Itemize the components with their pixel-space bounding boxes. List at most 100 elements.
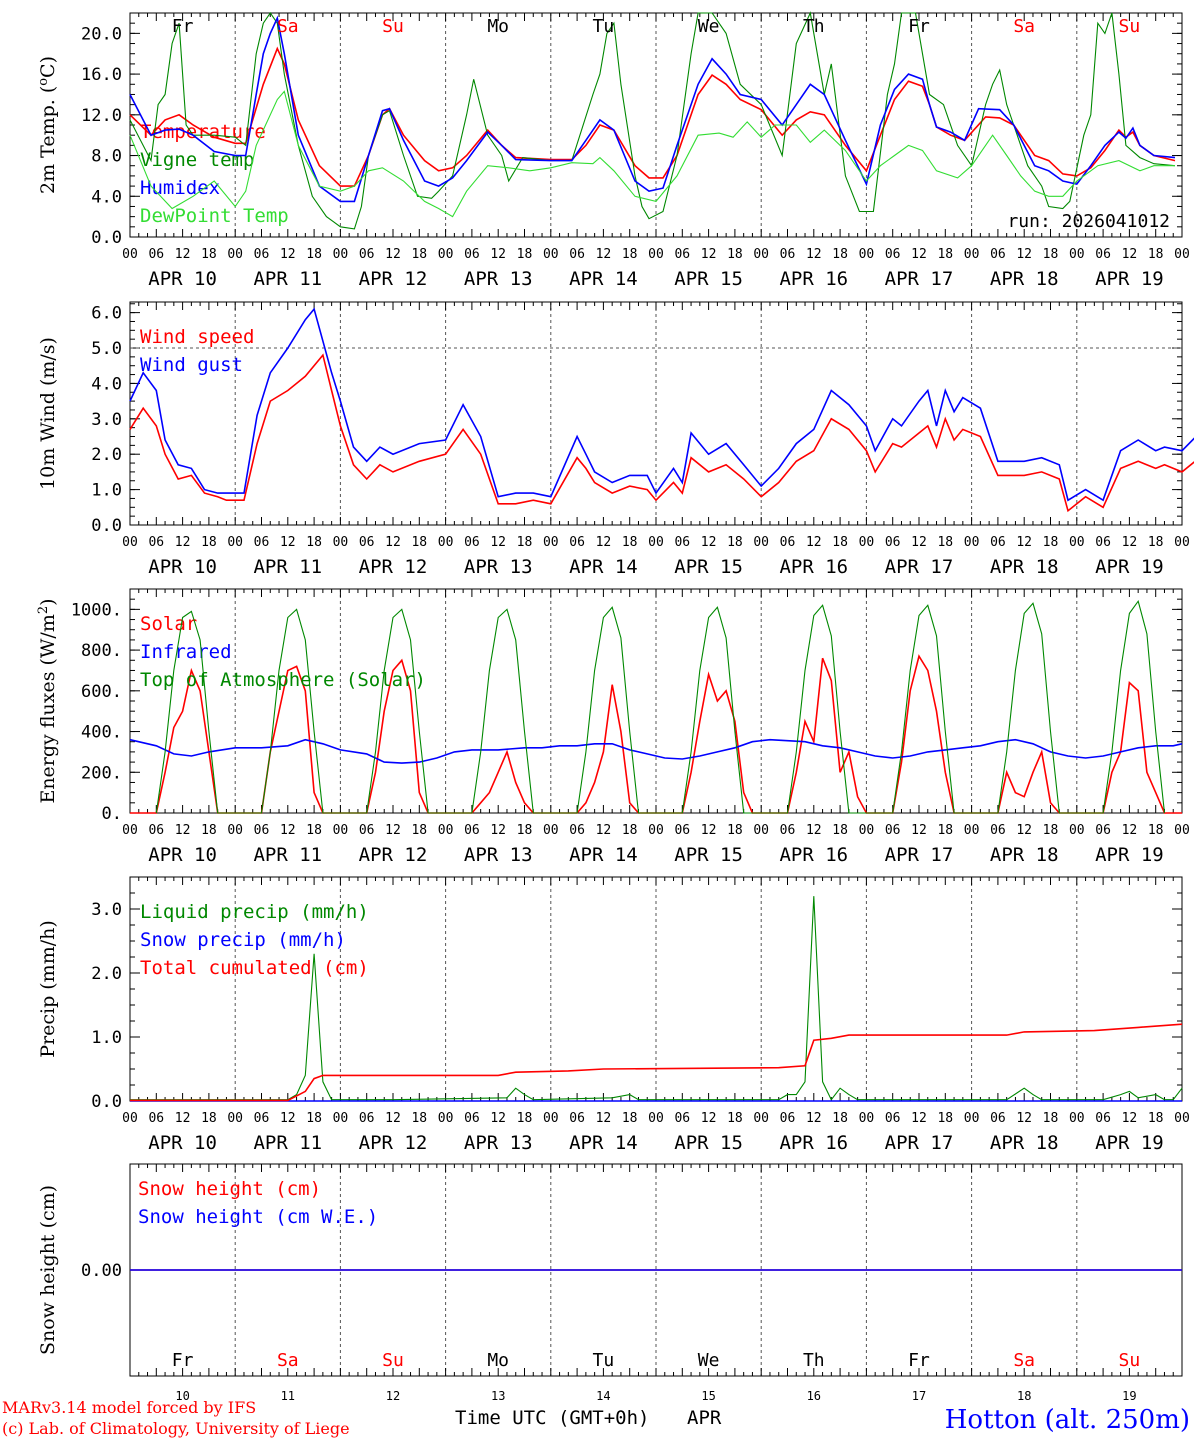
x-hour-label: 06 [780, 1111, 796, 1126]
x-hour-label: 06 [1095, 247, 1111, 262]
x-hour-label: 12 [385, 1111, 401, 1126]
weekday-label-top: Su [382, 16, 404, 37]
location-label: Hotton (alt. 250m) [945, 1405, 1190, 1435]
x-hour-label: 06 [990, 535, 1006, 550]
legend-snow-height-cm-w-e-: Snow height (cm W.E.) [138, 1206, 378, 1228]
x-hour-label: 18 [1043, 247, 1059, 262]
x-hour-label: 12 [1122, 535, 1138, 550]
x-hour-label: 12 [1122, 823, 1138, 838]
day-number-label: 12 [386, 1389, 400, 1403]
x-hour-label: 12 [280, 535, 296, 550]
x-hour-label: 00 [122, 247, 138, 262]
x-hour-label: 18 [1043, 823, 1059, 838]
x-hour-label: 12 [806, 1111, 822, 1126]
y-tick-label: 0.00 [81, 1261, 122, 1281]
series-line-liquid-precip-mm-h- [130, 896, 1183, 1101]
x-hour-label: 00 [333, 535, 349, 550]
x-hour-label: 18 [1043, 535, 1059, 550]
x-hour-label: 12 [1016, 535, 1032, 550]
day-number-label: 15 [701, 1389, 715, 1403]
y-tick-label: 3.0 [91, 900, 122, 920]
x-date-label: APR 14 [569, 844, 638, 866]
legend-infrared: Infrared [140, 641, 232, 663]
x-hour-label: 00 [333, 823, 349, 838]
day-number-label: 13 [491, 1389, 505, 1403]
weekday-label-top: We [698, 16, 720, 37]
x-hour-label: 00 [1069, 823, 1085, 838]
x-date-label: APR 16 [779, 1132, 848, 1154]
series-line-top-of-atmosphere-solar- [155, 599, 1166, 814]
x-hour-label: 18 [517, 535, 533, 550]
series-line-vigne-temp [129, 11, 1176, 230]
day-number-label: 17 [912, 1389, 926, 1403]
x-hour-label: 12 [806, 823, 822, 838]
x-hour-label: 12 [596, 823, 612, 838]
x-hour-label: 12 [806, 247, 822, 262]
y-tick-label: 200. [81, 763, 122, 783]
x-hour-label: 00 [1174, 535, 1190, 550]
x-hour-label: 06 [254, 247, 270, 262]
x-hour-label: 18 [1148, 535, 1164, 550]
x-hour-label: 00 [648, 535, 664, 550]
x-date-label: APR 18 [990, 844, 1059, 866]
x-date-label: APR 18 [990, 1132, 1059, 1154]
x-hour-label: 18 [411, 535, 427, 550]
day-number-label: 18 [1017, 1389, 1031, 1403]
plot-frame-energy [129, 588, 1183, 814]
legend-vigne-temp: Vigne temp [140, 149, 254, 171]
x-hour-label: 18 [937, 535, 953, 550]
day-number-label: 14 [596, 1389, 610, 1403]
x-hour-label: 00 [438, 823, 454, 838]
x-date-label: APR 14 [569, 1132, 638, 1154]
weekday-label-bottom: Fr [908, 1350, 930, 1371]
y-tick-label: 0. [102, 804, 122, 824]
x-hour-label: 00 [543, 247, 559, 262]
x-hour-label: 18 [937, 823, 953, 838]
x-date-label: APR 11 [253, 556, 322, 578]
x-date-label: APR 11 [253, 844, 322, 866]
x-hour-label: 00 [753, 823, 769, 838]
legend-liquid-precip-mm-h-: Liquid precip (mm/h) [140, 901, 369, 923]
x-date-label: APR 18 [990, 268, 1059, 290]
y-tick-label: 600. [81, 682, 122, 702]
x-hour-label: 00 [543, 535, 559, 550]
series-line-infrared [129, 738, 1183, 764]
x-hour-label: 06 [1095, 535, 1111, 550]
y-tick-label: 2.0 [91, 445, 122, 465]
x-hour-label: 06 [148, 1111, 164, 1126]
x-hour-label: 18 [832, 247, 848, 262]
legend-solar: Solar [140, 613, 197, 635]
y-tick-label: 12.0 [81, 106, 122, 126]
x-hour-label: 18 [517, 823, 533, 838]
x-date-label: APR 19 [1095, 268, 1164, 290]
x-date-label: APR 12 [359, 556, 428, 578]
x-hour-label: 06 [359, 535, 375, 550]
x-hour-label: 12 [911, 823, 927, 838]
x-date-label: APR 19 [1095, 844, 1164, 866]
y-axis-title-temp: 2m Temp. (oC) [36, 56, 59, 194]
x-hour-label: 06 [569, 823, 585, 838]
x-hour-label: 12 [911, 1111, 927, 1126]
weekday-label-top: Sa [1013, 16, 1035, 37]
y-tick-label: 0.0 [91, 516, 122, 536]
weekday-label-top: Sa [277, 16, 299, 37]
x-hour-label: 18 [201, 823, 217, 838]
x-hour-label: 12 [701, 535, 717, 550]
y-tick-label: 400. [81, 723, 122, 743]
x-hour-label: 00 [964, 247, 980, 262]
x-hour-label: 06 [569, 247, 585, 262]
x-hour-label: 18 [727, 247, 743, 262]
x-hour-label: 12 [911, 247, 927, 262]
x-hour-label: 06 [464, 1111, 480, 1126]
x-hour-label: 18 [201, 1111, 217, 1126]
x-date-label: APR 12 [359, 844, 428, 866]
x-hour-label: 06 [885, 1111, 901, 1126]
x-hour-label: 00 [1069, 247, 1085, 262]
legend-total-cumulated-cm-: Total cumulated (cm) [140, 957, 369, 979]
x-hour-label: 18 [1148, 823, 1164, 838]
x-hour-label: 06 [674, 823, 690, 838]
series-line-dewpoint-temp [129, 90, 1175, 218]
x-hour-label: 06 [885, 823, 901, 838]
x-hour-label: 12 [596, 1111, 612, 1126]
